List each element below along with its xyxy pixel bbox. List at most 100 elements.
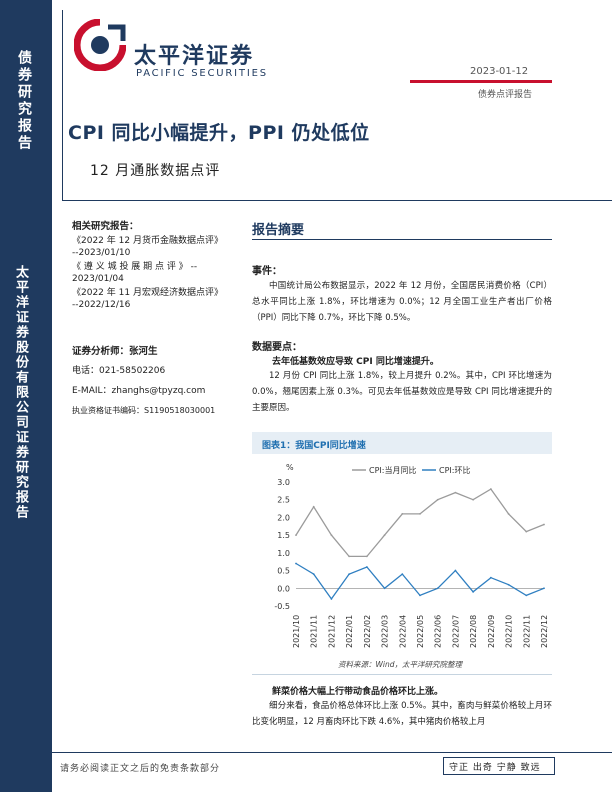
related-report-line[interactable]: 《 遵 义 城 投 展 期 点 评 》 -- [72,262,198,272]
point-cpi-yoy [365,555,368,558]
x-tick-label: 2022/11 [522,615,531,648]
y-tick-label: 0.0 [277,584,290,593]
point-cpi-mom [436,587,439,590]
report-title: CPI 同比小幅提升，PPI 仍处低位 [68,122,370,144]
x-tick-label: 2022/12 [540,615,549,648]
pacific-securities-logo-icon [74,19,126,71]
point-cpi-mom [295,562,297,565]
y-tick-label: 3.0 [277,478,290,487]
date-accent-bar [410,80,552,83]
points-heading: 数据要点： [252,342,302,353]
point-cpi-mom [472,590,475,593]
point-cpi-mom [330,598,333,600]
point-cpi-yoy [454,491,457,494]
x-tick-label: 2022/09 [487,615,496,648]
legend-label: CPI:环比 [439,465,470,475]
y-tick-label: 1.0 [277,549,290,558]
point-cpi-mom [365,566,368,568]
y-tick-label: 0.5 [277,567,290,576]
report-category-vertical-label: 债券研究报告 [16,50,32,152]
x-tick-label: 2022/07 [451,615,460,648]
company-vertical-label: 太平洋证券股份有限公司证券研究报告 [13,265,28,520]
x-tick-label: 2022/03 [381,615,390,648]
x-tick-label: 2022/01 [345,615,354,648]
analyst-name: 证券分析师：张河生 [72,346,158,357]
point-cpi-mom [489,576,492,579]
analyst-license: 执业资格证书编码：S1190518030001 [72,406,216,415]
point-cpi-yoy [436,498,439,501]
analyst-email[interactable]: E-MAIL：zhanghs@tpyzq.com [72,386,206,396]
series-line-cpi-mom [295,562,545,601]
related-report-line[interactable]: 《2022 年 12 月货币金融数据点评》 [72,236,223,246]
point-cpi-yoy [525,530,528,533]
chart-label: 图表1：我国CPI同比增速 [262,441,366,451]
report-date: 2023-01-12 [470,66,529,77]
point-cpi-mom [401,573,404,576]
point-cpi-yoy [295,534,297,537]
related-reports: 相关研究报告： 《2022 年 12 月货币金融数据点评》 --2023/01/… [72,218,242,311]
x-tick-label: 2022/02 [363,615,372,648]
point-cpi-mom [419,594,421,597]
point-cpi-mom [525,594,528,597]
series-line-cpi-yoy [295,488,545,558]
header-frame-bottom-line [62,200,612,201]
logo-text-cn: 太平洋证券 [134,44,255,69]
point-cpi-yoy [312,505,315,508]
point-cpi-mom [348,573,351,576]
point2-text: 细分来看，食品价格总体环比上涨 0.5%。其中，畜肉与鲜菜价格较上月环比变化明显… [252,701,552,727]
side-band-bottom [0,205,52,792]
related-report-line: --2022/12/16 [72,300,131,310]
point1-heading: 去年低基数效应导致 CPI 同比增速提升。 [272,357,439,367]
point-cpi-mom [454,569,457,572]
x-tick-label: 2022/06 [434,615,443,648]
related-reports-heading: 相关研究报告： [72,221,139,232]
point1-text: 12 月份 CPI 同比上涨 1.8%，较上月提升 0.2%。其中，CPI 环比… [252,371,552,413]
chart-title-bar [252,432,552,454]
report-subtitle: 12 月通胀数据点评 [90,163,221,179]
point-cpi-yoy [419,512,421,515]
point-cpi-yoy [489,488,492,490]
x-tick-label: 2022/05 [416,615,425,648]
y-tick-label: 2.0 [277,513,290,522]
y-tick-label: 1.5 [277,531,290,540]
logo-text-en: PACIFIC SECURITIES [136,68,268,79]
x-tick-label: 2022/10 [505,615,514,648]
point-cpi-yoy [383,534,386,537]
point-cpi-mom [383,587,386,590]
y-tick-label: 2.5 [277,496,290,505]
x-tick-label: 2021/11 [310,615,319,648]
summary-divider [252,239,552,240]
point2-heading: 鲜菜价格大幅上行带动食品价格环比上涨。 [272,687,444,697]
side-band-top [0,0,52,205]
event-heading: 事件： [252,266,282,277]
chart-source: 资料来源：Wind，太平洋研究院整理 [338,660,463,669]
point-cpi-yoy [507,512,510,515]
point-cpi-yoy [543,523,545,526]
footer-disclaimer: 请务必阅读正文之后的免责条款部分 [60,764,221,774]
related-report-line[interactable]: 《2022 年 11 月宏观经济数据点评》 [72,288,223,298]
report-type: 债券点评报告 [478,90,533,100]
related-report-line: --2023/01/10 [72,248,131,258]
point-cpi-mom [543,587,545,590]
point-cpi-mom [312,573,315,576]
point-cpi-yoy [330,534,333,537]
chart-bottom-divider [252,674,552,675]
summary-heading: 报告摘要 [252,223,305,238]
x-tick-label: 2022/04 [398,615,407,648]
footer-divider [52,752,612,753]
related-report-line: 2023/01/04 [72,274,124,284]
x-tick-label: 2021/10 [292,615,301,648]
event-text: 中国统计局公布数据显示，2022 年 12 月份，全国居民消费价格（CPI）总水… [252,281,552,323]
point-cpi-yoy [401,512,404,515]
point-cpi-yoy [472,498,475,501]
analyst-info: 证券分析师：张河生 电话：021-58502206 E-MAIL：zhanghs… [72,343,247,417]
legend-label: CPI:当月同比 [369,465,416,475]
point-cpi-mom [507,583,510,586]
y-axis-unit: % [286,463,294,472]
x-tick-label: 2021/12 [327,615,336,648]
header-frame-left-line [62,10,63,200]
footer-motto-box [443,757,555,775]
analyst-phone: 电话：021-58502206 [72,366,166,376]
y-tick-label: -0.5 [274,602,290,611]
